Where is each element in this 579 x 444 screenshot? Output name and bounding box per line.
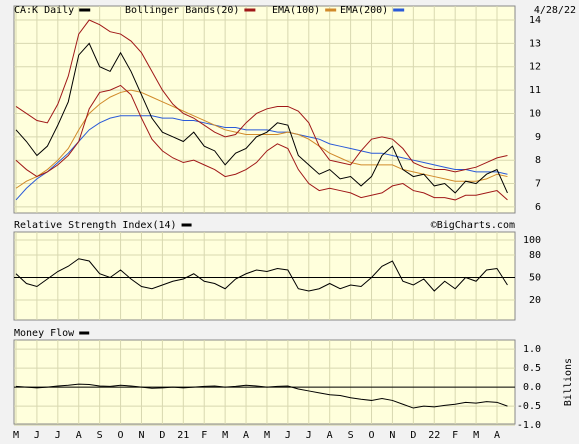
source: ©BigCharts.com: [431, 220, 515, 231]
y-tick-label: 50: [529, 272, 541, 283]
y-tick-label: -1.0: [517, 420, 541, 431]
x-tick-label: D: [410, 430, 416, 441]
x-tick-label: A: [494, 430, 500, 441]
x-tick-label: M: [222, 430, 228, 441]
y-tick-label: 8: [535, 155, 541, 166]
line-values: [15, 383, 508, 409]
line-upper: [15, 19, 508, 173]
x-tick-label: D: [159, 430, 165, 441]
y-tick-label: 80: [529, 250, 541, 261]
line-values: [15, 258, 508, 292]
y-tick-label: 20: [529, 295, 541, 306]
line-values: [15, 115, 508, 201]
x-tick-label: F: [201, 430, 207, 441]
legend-label: Bollinger Bands(20): [125, 5, 239, 16]
x-tick-label: N: [389, 430, 395, 441]
y-tick-label: 7: [535, 179, 541, 190]
y-tick-label: 11: [529, 85, 541, 96]
plot-area: [13, 231, 516, 321]
x-tick-label: A: [327, 430, 333, 441]
x-tick-label: S: [97, 430, 103, 441]
y-tick-label: 0.0: [523, 382, 541, 393]
x-tick-label: 21: [177, 430, 189, 441]
x-tick-label: O: [369, 430, 375, 441]
x-tick-label: M: [473, 430, 479, 441]
panel-header: [0, 326, 579, 340]
y-tick-label: 14: [529, 15, 541, 26]
y-tick-label: 9: [535, 132, 541, 143]
panel-title: Money Flow: [14, 328, 75, 339]
y-tick-label: 13: [529, 38, 541, 49]
panel-header: [0, 218, 579, 232]
legend-label: EMA(200): [340, 5, 388, 16]
x-tick-label: M: [13, 430, 19, 441]
date: 4/28/22: [534, 5, 576, 16]
x-tick-label: J: [55, 430, 61, 441]
x-tick-label: J: [34, 430, 40, 441]
x-tick-label: M: [264, 430, 270, 441]
y-tick-label: 1.0: [523, 344, 541, 355]
plot-area: [13, 339, 516, 425]
x-tick-label: S: [348, 430, 354, 441]
legend-label: EMA(100): [272, 5, 320, 16]
x-tick-label: A: [243, 430, 249, 441]
y-tick-label: 10: [529, 108, 541, 119]
y-tick-label: 100: [523, 235, 541, 246]
y-axis-label: Billions: [563, 358, 574, 406]
y-tick-label: 6: [535, 202, 541, 213]
legend-label: CA:K Daily: [14, 5, 74, 16]
line-lower: [15, 84, 508, 201]
x-tick-label: N: [138, 430, 144, 441]
x-tick-label: 22: [428, 430, 440, 441]
y-tick-label: 0.5: [523, 363, 541, 374]
x-tick-label: J: [285, 430, 291, 441]
x-tick-label: O: [118, 430, 124, 441]
y-tick-label: -0.5: [517, 401, 541, 412]
x-tick-label: A: [76, 430, 82, 441]
x-tick-label: F: [452, 430, 458, 441]
x-tick-label: J: [306, 430, 312, 441]
line-values: [15, 42, 508, 194]
y-tick-label: 12: [529, 62, 541, 73]
panel-title: Relative Strength Index(14): [14, 220, 177, 231]
